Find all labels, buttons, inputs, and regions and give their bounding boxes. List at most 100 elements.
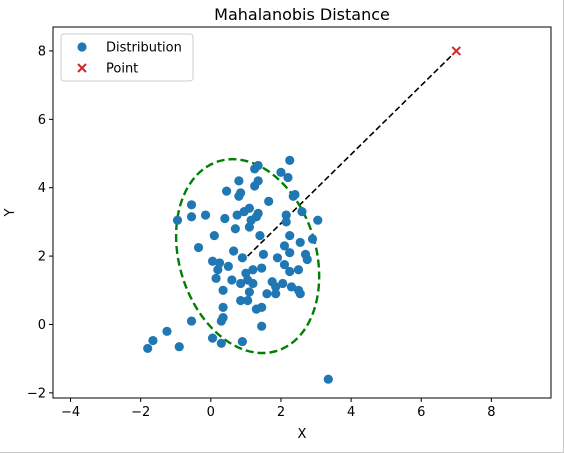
legend: Distribution Point <box>60 33 194 82</box>
ticks-group: −4 −2 0 2 4 6 8 −2 0 2 4 6 8 <box>27 44 496 420</box>
distribution-point <box>283 172 293 183</box>
plot-area-group <box>143 46 462 384</box>
y-tick-label: 6 <box>38 113 46 128</box>
distribution-point <box>272 253 283 263</box>
axes-frame <box>52 26 552 399</box>
distribution-point <box>285 155 295 165</box>
distribution-point <box>200 210 211 220</box>
distribution-point <box>186 316 197 326</box>
distribution-point <box>237 253 247 263</box>
distribution-point <box>209 230 219 241</box>
distribution-point <box>221 186 232 196</box>
distribution-point <box>285 266 295 277</box>
distribution-point <box>257 321 267 331</box>
legend-entries: Distribution Point <box>77 41 182 77</box>
distribution-point <box>148 335 158 346</box>
distribution-point <box>262 289 272 299</box>
distribution-point <box>216 338 226 348</box>
legend-marker-x <box>77 63 87 73</box>
distribution-point <box>258 249 269 259</box>
distribution-point <box>278 278 288 289</box>
distribution-point <box>244 287 254 297</box>
mahalanobis-ellipse <box>174 157 321 355</box>
distance-line <box>247 50 457 257</box>
distribution-point <box>302 254 312 265</box>
distribution-point <box>218 302 228 312</box>
chart-title: Mahalanobis Distance <box>214 5 390 24</box>
distribution-point <box>253 176 263 186</box>
distribution-point <box>257 263 267 273</box>
distribution-point <box>253 208 263 218</box>
distribution-point <box>207 256 218 266</box>
distribution-point <box>229 246 239 256</box>
distribution-point <box>218 285 228 295</box>
distribution-point <box>281 210 291 220</box>
distribution-point <box>218 313 228 323</box>
distribution-point <box>295 237 305 248</box>
distribution-point <box>172 215 183 225</box>
distribution-point <box>279 260 290 270</box>
distribution-point <box>232 210 242 220</box>
y-tick-label: 2 <box>38 250 46 265</box>
x-tick-label: 8 <box>487 405 495 420</box>
distribution-point <box>293 265 304 275</box>
legend-box <box>60 33 194 82</box>
y-tick-label: 0 <box>38 318 46 333</box>
distribution-point <box>297 207 307 217</box>
distribution-point <box>264 196 274 206</box>
distribution-point <box>162 326 172 336</box>
distribution-point <box>276 167 286 177</box>
distribution-point <box>220 213 230 224</box>
x-tick-label: −2 <box>131 405 150 420</box>
distribution-point <box>279 241 290 251</box>
distribution-point <box>193 242 204 253</box>
y-tick-label: −2 <box>27 386 46 401</box>
distribution-point <box>243 295 253 306</box>
distribution-point <box>207 333 218 343</box>
distribution-point <box>143 343 153 354</box>
distribution-point <box>236 295 246 306</box>
distribution-point <box>230 224 240 234</box>
distribution-point <box>307 234 318 244</box>
x-tick-label: 0 <box>207 405 215 420</box>
distribution-point <box>236 278 246 289</box>
legend-entry: Distribution <box>77 41 182 56</box>
x-axis-label: X <box>298 427 307 442</box>
distribution-point <box>244 203 254 213</box>
x-tick-label: 6 <box>417 405 425 420</box>
distribution-point <box>227 275 237 285</box>
distribution-point <box>186 212 197 222</box>
legend-label: Point <box>106 62 138 77</box>
distribution-point <box>174 342 184 352</box>
distribution-point <box>257 302 267 312</box>
point-marker <box>451 46 462 56</box>
distribution-point <box>271 289 281 299</box>
distribution-point <box>186 200 197 210</box>
y-axis-label: Y <box>3 208 18 217</box>
distribution-point <box>323 374 333 384</box>
distribution-point <box>253 160 263 171</box>
distribution-point <box>271 282 281 292</box>
legend-label: Distribution <box>106 41 182 56</box>
distribution-point <box>286 282 297 292</box>
distribution-point <box>285 230 295 241</box>
legend-marker-circle <box>77 42 87 52</box>
distribution-point <box>237 336 247 347</box>
x-tick-label: 2 <box>277 405 285 420</box>
y-tick-label: 4 <box>38 181 46 196</box>
distribution-point <box>223 261 233 271</box>
distribution-point <box>285 248 295 258</box>
distribution-point <box>248 278 258 289</box>
distribution-point <box>290 189 300 200</box>
distribution-point <box>313 215 323 225</box>
y-tick-label: 8 <box>38 44 46 59</box>
distribution-point <box>236 188 246 198</box>
x-tick-label: −4 <box>61 405 80 420</box>
distribution-point <box>211 273 221 283</box>
distribution-point <box>234 176 244 186</box>
distribution-point <box>214 258 225 268</box>
legend-entry: Point <box>77 62 138 77</box>
x-tick-label: 4 <box>347 405 355 420</box>
distribution-point <box>281 217 291 227</box>
